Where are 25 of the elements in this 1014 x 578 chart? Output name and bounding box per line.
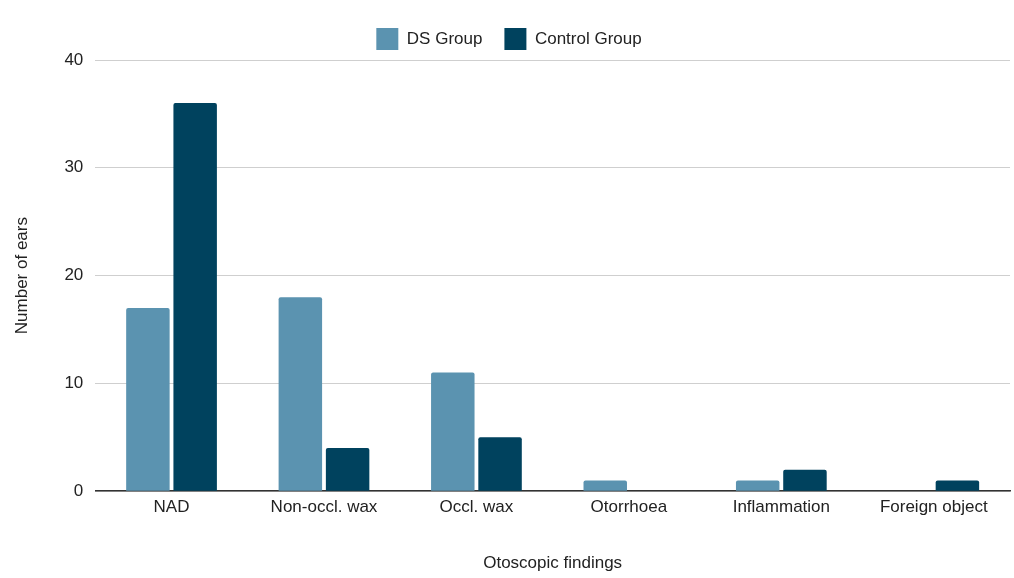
bar [173,103,217,491]
bar [935,480,980,491]
x-axis-title: Otoscopic findings [483,553,623,573]
x-tick-label: NAD [153,497,190,517]
y-tick-label: 40 [64,49,84,69]
x-tick-label: Otorrhoea [590,497,668,517]
bar [735,480,780,491]
x-tick-label: Foreign object [879,497,988,517]
bar [478,437,522,491]
bar [431,372,475,491]
bar [278,297,323,491]
bar [126,307,170,491]
bar [583,480,627,491]
y-tick-label: 20 [64,265,84,285]
bar [325,448,370,491]
y-axis-title: Number of ears [11,217,31,335]
legend-label: Control Group [534,28,642,48]
y-tick-label: 10 [64,373,84,393]
y-tick-label: 30 [64,157,84,177]
legend-label: DS Group [406,28,483,48]
x-tick-label: Non-occl. wax [270,497,378,517]
y-tick-label: 0 [73,480,84,500]
x-tick-label: Inflammation [732,497,830,517]
bar [783,469,827,491]
x-tick-label: Occl. wax [439,497,514,517]
